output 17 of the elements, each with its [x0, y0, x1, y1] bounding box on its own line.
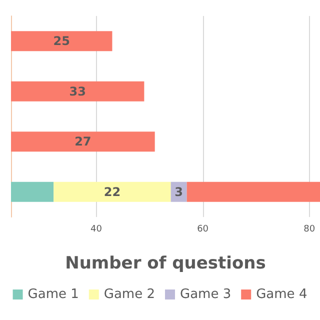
x-axis-title: Number of questions [65, 254, 266, 274]
legend-label: Game 2 [104, 287, 156, 302]
bar [11, 182, 54, 202]
x-tick-label: 80 [304, 224, 316, 234]
data-label: 33 [69, 84, 86, 98]
bar [54, 182, 171, 202]
legend-label: Game 1 [28, 287, 79, 302]
data-label: 25 [53, 34, 70, 48]
data-label: 22 [104, 184, 121, 199]
legend-label: Game 3 [180, 287, 232, 302]
legend-label: Game 4 [256, 287, 308, 302]
bar [11, 132, 155, 152]
data-label: 27 [74, 134, 92, 149]
x-tick-label: 60 [197, 224, 209, 234]
x-tick-label: 40 [90, 224, 102, 234]
bar [186, 182, 320, 202]
data-label: 3 [174, 184, 183, 199]
